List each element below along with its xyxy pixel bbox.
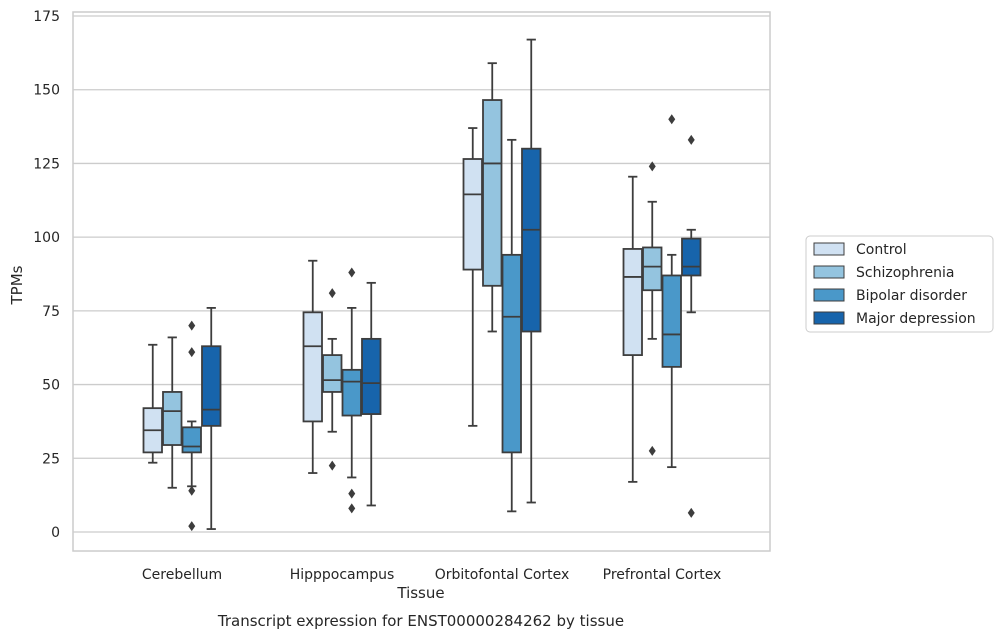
- y-tick-label: 125: [33, 156, 60, 172]
- box-iqr: [322, 354, 343, 393]
- x-tick-label: Prefrontal Cortex: [603, 567, 722, 583]
- outlier-point: [687, 507, 695, 518]
- box-2-0: [462, 127, 483, 427]
- box-0-2: [181, 320, 202, 532]
- y-tick-label: 75: [42, 304, 60, 320]
- box-1-3: [361, 281, 382, 507]
- legend-label: Control: [856, 242, 907, 258]
- box-iqr: [501, 253, 522, 454]
- box-1-0: [302, 259, 323, 474]
- y-tick-label: 175: [33, 9, 60, 25]
- outlier-point: [328, 460, 336, 471]
- outlier-point: [188, 320, 196, 331]
- box-3-2: [661, 114, 682, 469]
- outlier-point: [188, 521, 196, 532]
- box-iqr: [521, 147, 542, 333]
- x-axis-ticks: Cerebellum Hipppocampus Orbitofontal Corte…: [142, 567, 721, 583]
- box-iqr: [201, 345, 222, 427]
- y-tick-label: 25: [42, 451, 60, 467]
- y-tick-label: 100: [33, 230, 60, 246]
- box-2-3: [521, 38, 542, 504]
- outlier-point: [188, 347, 196, 358]
- box-iqr: [162, 391, 183, 446]
- box-2-1: [482, 62, 503, 333]
- box-iqr: [181, 426, 202, 454]
- outlier-point: [648, 445, 656, 456]
- box-0-3: [201, 307, 222, 530]
- box-3-0: [622, 175, 643, 483]
- grid: [73, 15, 770, 533]
- box-0-0: [142, 343, 163, 464]
- outlier-point: [687, 134, 695, 145]
- legend-swatch: [813, 265, 845, 279]
- legend-label: Major depression: [856, 311, 976, 327]
- box-2-2: [501, 138, 522, 513]
- outlier-point: [348, 267, 356, 278]
- box-0-1: [162, 336, 183, 489]
- box-3-3: [681, 134, 702, 518]
- y-axis-ticks: 0 25 50 75 100 125 150 175: [33, 9, 60, 541]
- x-tick-label: Cerebellum: [142, 567, 222, 583]
- box-iqr: [302, 311, 323, 423]
- legend-swatch: [813, 288, 845, 302]
- box-1-2: [341, 267, 362, 514]
- legend-label: Schizophrenia: [856, 265, 954, 281]
- legend-label: Bipolar disorder: [856, 288, 967, 304]
- box-iqr: [642, 246, 663, 292]
- box-iqr: [341, 368, 362, 417]
- y-tick-label: 50: [42, 378, 60, 394]
- legend-frame: [805, 235, 994, 333]
- boxes: [142, 38, 702, 532]
- box-3-1: [642, 161, 663, 456]
- outlier-point: [648, 161, 656, 172]
- outlier-point: [328, 288, 336, 299]
- chart-title: Transcript expression for ENST0000028426…: [217, 612, 624, 630]
- outlier-point: [668, 114, 676, 125]
- box-iqr: [482, 99, 503, 287]
- box-iqr: [361, 337, 382, 415]
- x-axis-label: Tissue: [396, 584, 444, 602]
- box-1-1: [322, 288, 343, 471]
- legend: Control Schizophrenia Bipolar disorder Majo…: [805, 235, 994, 333]
- y-tick-label: 0: [51, 525, 60, 541]
- outlier-point: [348, 488, 356, 499]
- x-tick-label: Hipppocampus: [290, 567, 395, 583]
- y-tick-label: 150: [33, 83, 60, 99]
- box-iqr: [681, 237, 702, 277]
- plot-frame: [72, 11, 771, 552]
- box-iqr: [462, 158, 483, 271]
- box-iqr: [622, 248, 643, 356]
- legend-swatch: [813, 242, 845, 256]
- outlier-point: [348, 503, 356, 514]
- legend-swatch: [813, 311, 845, 325]
- x-tick-label: Orbitofontal Cortex: [435, 567, 570, 583]
- box-iqr: [661, 274, 682, 368]
- outlier-point: [188, 485, 196, 496]
- y-axis-label: TPMs: [8, 265, 26, 305]
